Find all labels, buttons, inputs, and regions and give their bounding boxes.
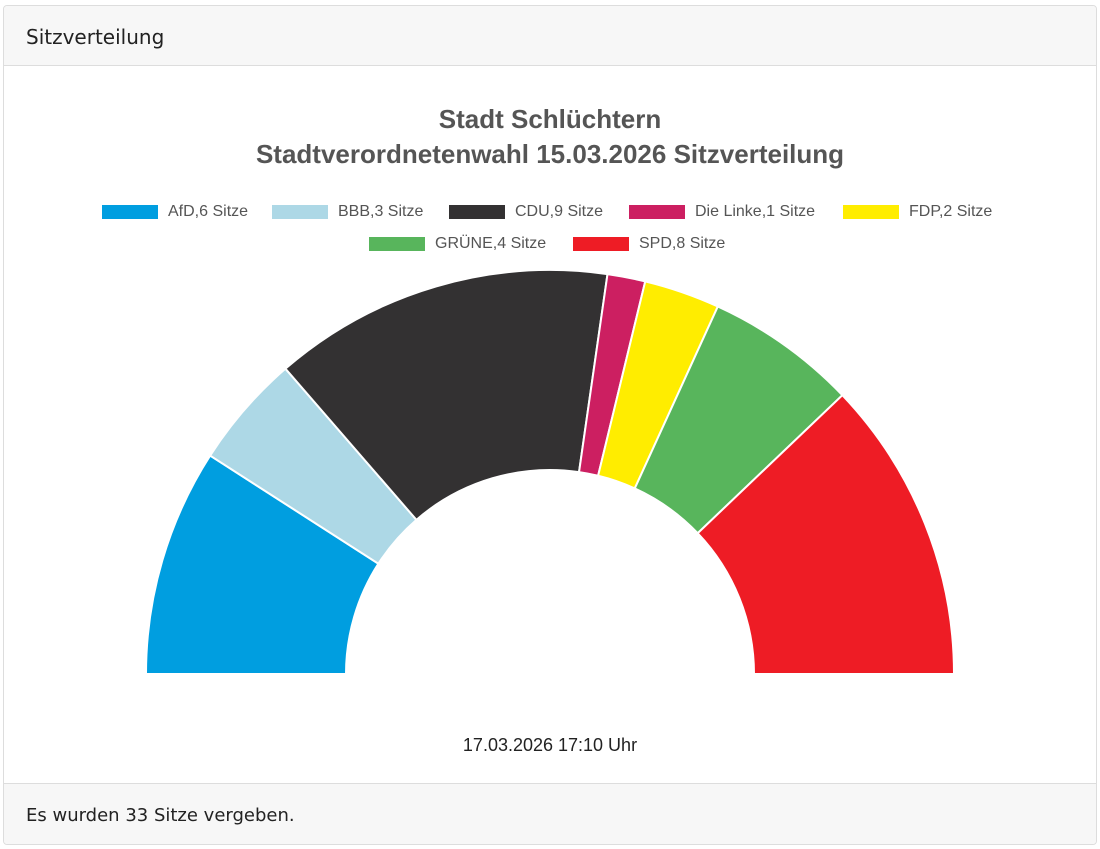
legend-label: Die Linke,1 Sitze — [695, 203, 815, 220]
chart-title: Stadtverordnetenwahl 15.03.2026 Sitzvert… — [256, 139, 844, 169]
seat-segment — [284, 269, 609, 522]
seat-segment — [696, 393, 956, 675]
legend-label: BBB,3 Sitze — [338, 203, 423, 220]
panel-header: Sitzverteilung — [4, 6, 1096, 66]
legend-swatch — [272, 205, 328, 219]
legend-label: GRÜNE,4 Sitze — [435, 234, 546, 252]
panel: Sitzverteilung Stadt Schlüchtern Stadtve… — [3, 5, 1097, 845]
legend-label: FDP,2 Sitze — [909, 203, 992, 220]
legend-label: SPD,8 Sitze — [639, 235, 725, 252]
legend-label: CDU,9 Sitze — [515, 203, 603, 220]
timestamp: 17.03.2026 17:10 Uhr — [463, 735, 637, 755]
chart: Stadt Schlüchtern Stadtverordnetenwahl 1… — [102, 104, 992, 755]
legend-swatch — [369, 237, 425, 251]
legend-swatch — [573, 237, 629, 251]
legend-swatch — [843, 205, 899, 219]
legend-swatch — [629, 205, 685, 219]
chart-title: Stadt Schlüchtern — [439, 104, 661, 134]
panel-footer: Es wurden 33 Sitze vergeben. — [4, 783, 1096, 844]
legend-swatch — [102, 205, 158, 219]
legend-swatch — [449, 205, 505, 219]
legend-label: AfD,6 Sitze — [168, 203, 248, 220]
